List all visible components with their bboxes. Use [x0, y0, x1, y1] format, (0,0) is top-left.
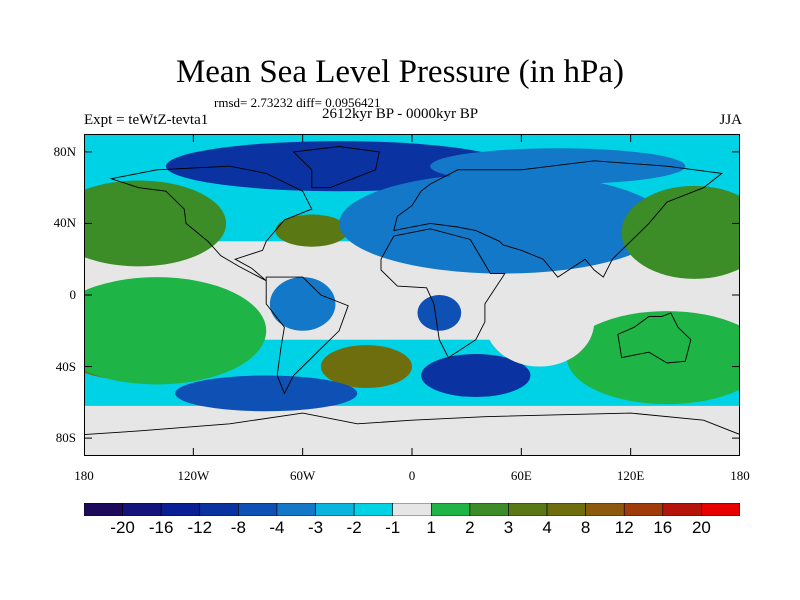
- field-antarctic: [84, 405, 740, 456]
- colorbar-label: -1: [385, 518, 401, 537]
- colorbar-swatch: [585, 503, 625, 516]
- x-tick-label: 180: [74, 468, 94, 483]
- colorbar: [84, 503, 740, 516]
- colorbar-swatch: [430, 503, 471, 516]
- colorbar-swatch: [392, 503, 432, 516]
- season-label: JJA: [719, 112, 742, 128]
- region-south-pacific-high-outer: [84, 277, 267, 385]
- colorbar-label: 16: [653, 518, 673, 537]
- region-south-atlantic-high: [320, 345, 412, 389]
- region-africa-low: [417, 295, 462, 331]
- colorbar-swatch: [623, 503, 664, 516]
- colorbar-swatch: [122, 503, 162, 516]
- colorbar-label: -8: [230, 518, 246, 537]
- coastline-south-america: [265, 276, 349, 395]
- colorbar-swatch: [701, 503, 740, 516]
- x-tick-label: 0: [408, 468, 416, 483]
- colorbar-label: -20: [110, 518, 135, 537]
- x-tick-label: 120E: [616, 468, 645, 483]
- x-tick-label: 180: [730, 468, 750, 483]
- region-south-america-low: [269, 277, 336, 331]
- colorbar-label: 8: [580, 518, 591, 537]
- colorbar-label: 20: [691, 518, 711, 537]
- colorbar-swatch: [546, 503, 586, 516]
- colorbar-label: -16: [148, 518, 174, 537]
- colorbar-swatch: [469, 503, 509, 516]
- coastline-australia: [617, 312, 692, 364]
- colorbar-swatch: [662, 503, 702, 516]
- coastline-africa: [380, 228, 506, 359]
- colorbar-label: 2: [465, 518, 475, 537]
- region-north-atlantic-high: [275, 214, 349, 247]
- x-tick-label: 60W: [290, 468, 316, 483]
- coastline-eurasia: [393, 160, 723, 278]
- coastline-north-america: [109, 165, 313, 282]
- region-australia-high-outer: [566, 311, 740, 405]
- x-tick-label: 120W: [177, 468, 210, 483]
- colorbar-swatch: [238, 503, 278, 516]
- colorbar-swatch: [84, 503, 123, 516]
- colorbar-label: -4: [269, 518, 285, 537]
- colorbar-swatch: [508, 503, 548, 516]
- y-tick-label: 80N: [53, 143, 76, 159]
- region-arctic-low: [166, 141, 513, 192]
- y-tick-label: 80S: [55, 430, 76, 446]
- chart-title: Mean Sea Level Pressure (in hPa): [175, 54, 625, 90]
- colorbar-swatch: [353, 503, 394, 516]
- colorbar-label: 4: [542, 518, 552, 537]
- colorbar-label: 3: [503, 518, 514, 537]
- region-north-pacific-high-outer: [84, 180, 227, 267]
- y-tick-label: 40S: [55, 358, 76, 374]
- y-tick-label: 0: [69, 287, 77, 302]
- period-label: 2612kyr BP - 0000kyr BP: [322, 106, 479, 122]
- region-southern-ocean-low: [175, 375, 358, 412]
- colorbar-swatch: [315, 503, 355, 516]
- stats-text: rmsd= 2.73232 diff= 0.0956421: [214, 95, 381, 110]
- colorbar-label: 12: [614, 518, 634, 537]
- region-south-indian-low: [421, 354, 531, 397]
- colorbar-swatch: [199, 503, 239, 516]
- colorbar-label: -2: [346, 518, 362, 537]
- pressure-map: [84, 134, 740, 456]
- region-indian-ocean-neutral: [484, 277, 595, 367]
- region-west-pacific-high-outer: [621, 185, 740, 279]
- colorbar-label: 1: [426, 518, 437, 537]
- coastline-greenland: [292, 146, 380, 189]
- colorbar-label: -3: [307, 518, 324, 537]
- coastline-antarctica: [84, 412, 740, 435]
- region-asian-low-outer: [339, 173, 668, 274]
- colorbar-label: -12: [187, 518, 213, 537]
- experiment-label: Expt = teWtZ-tevta1: [84, 112, 209, 128]
- colorbar-swatch: [160, 503, 201, 516]
- x-tick-label: 60E: [510, 468, 532, 483]
- colorbar-swatch: [276, 503, 316, 516]
- y-tick-label: 40N: [53, 215, 76, 231]
